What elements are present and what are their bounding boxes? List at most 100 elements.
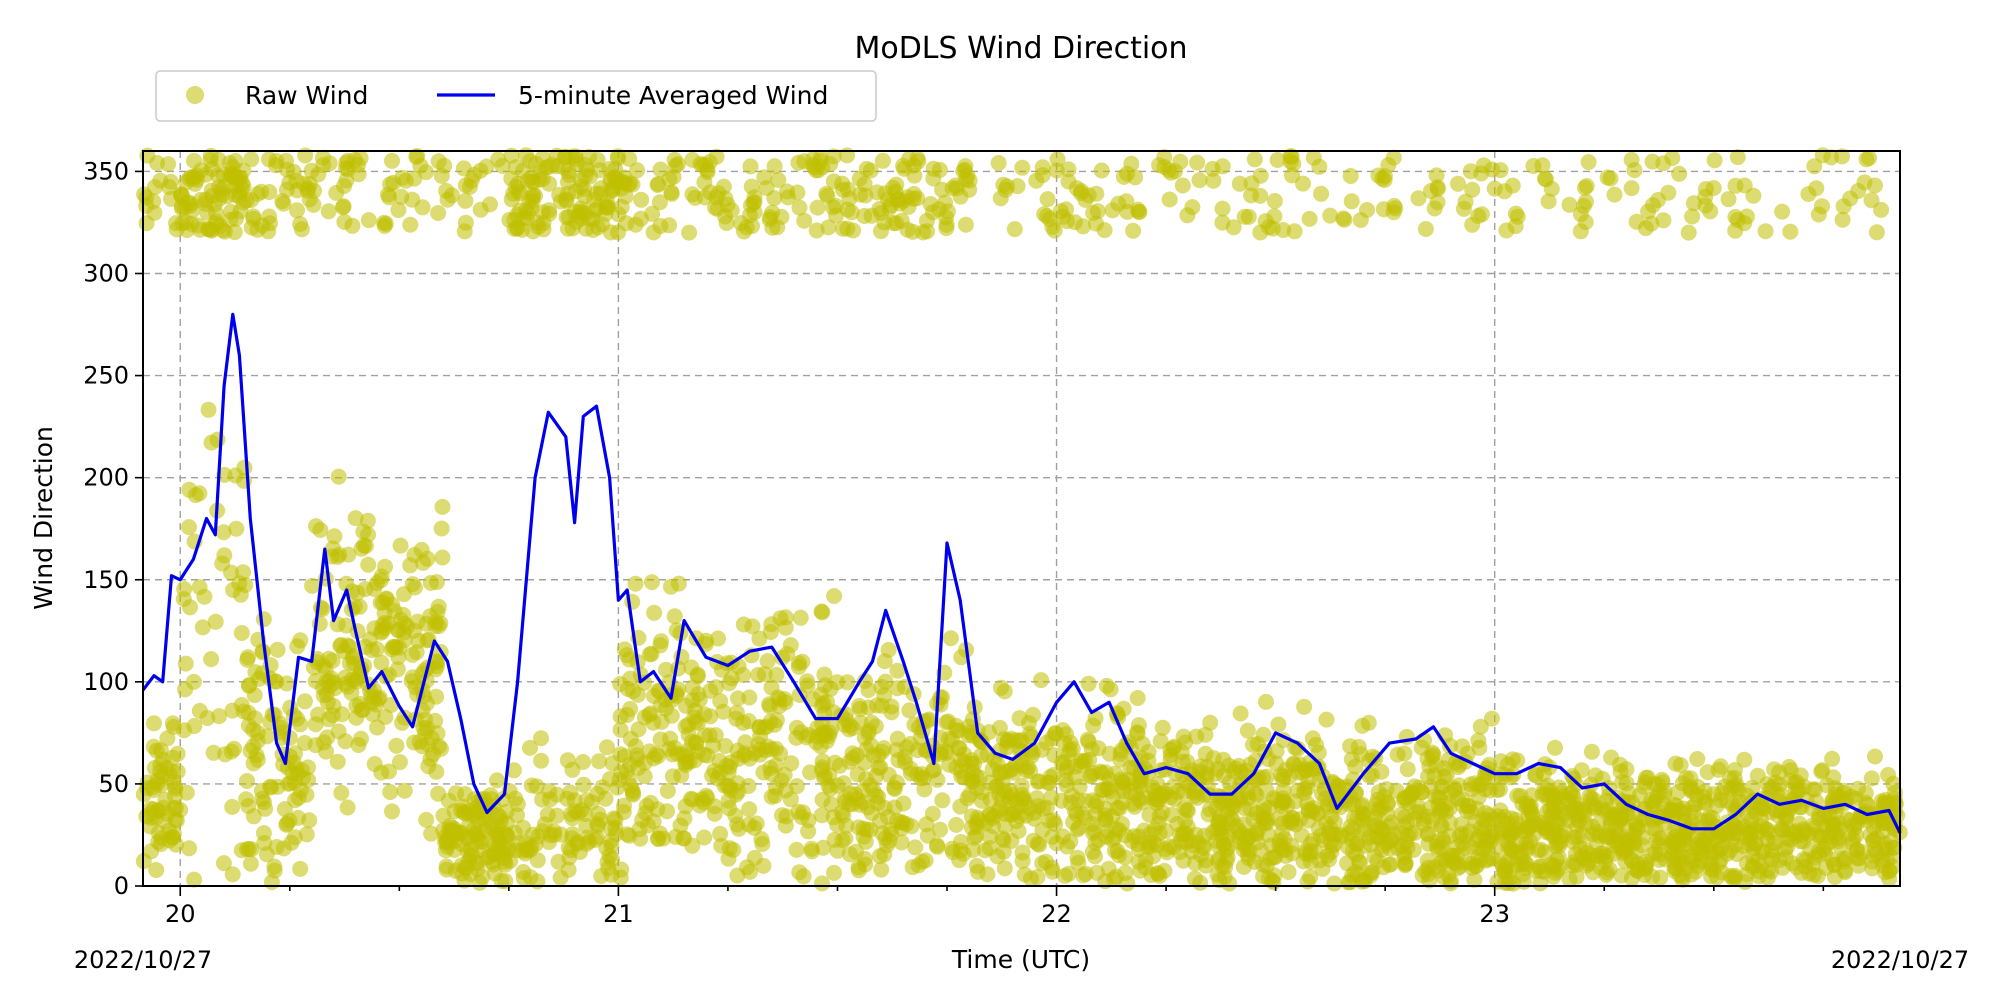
raw-wind-point: [1585, 791, 1602, 808]
raw-wind-point: [392, 611, 409, 628]
raw-wind-point: [994, 830, 1011, 847]
raw-wind-point: [790, 154, 807, 171]
raw-wind-point: [736, 747, 753, 764]
raw-wind-point: [994, 774, 1011, 791]
raw-wind-point: [347, 510, 364, 527]
raw-wind-point: [205, 744, 222, 761]
raw-wind-point: [1603, 749, 1620, 766]
raw-wind-point: [948, 816, 965, 833]
raw-wind-point: [1189, 154, 1206, 171]
raw-wind-point: [1612, 763, 1629, 780]
raw-wind-point: [1096, 222, 1113, 239]
raw-wind-point: [1334, 828, 1351, 845]
raw-wind-point: [696, 829, 713, 846]
raw-wind-point: [1729, 149, 1746, 166]
raw-wind-point: [575, 754, 591, 770]
raw-wind-point: [845, 750, 861, 767]
raw-wind-point: [1556, 822, 1573, 839]
raw-wind-point: [874, 152, 891, 169]
raw-wind-point: [339, 152, 356, 169]
raw-wind-point: [974, 784, 991, 801]
raw-wind-point: [883, 825, 900, 842]
raw-wind-point: [777, 619, 794, 636]
raw-wind-point: [929, 838, 946, 855]
raw-wind-point: [1191, 771, 1208, 788]
raw-wind-point: [1613, 810, 1630, 827]
raw-wind-point: [1795, 851, 1812, 868]
raw-wind-point: [1572, 223, 1589, 240]
raw-wind-point: [1214, 214, 1231, 231]
raw-wind-point: [629, 162, 646, 179]
raw-wind-point: [1011, 742, 1028, 759]
raw-wind-point: [1885, 839, 1902, 856]
raw-wind-point: [1767, 802, 1784, 819]
raw-wind-point: [1270, 716, 1287, 733]
raw-wind-point: [1126, 775, 1142, 792]
raw-wind-point: [178, 784, 195, 801]
raw-wind-point: [337, 676, 354, 692]
raw-wind-point: [562, 784, 579, 801]
raw-wind-point: [903, 818, 920, 835]
raw-wind-point: [359, 512, 376, 529]
raw-wind-point: [406, 547, 423, 563]
raw-wind-point: [417, 711, 433, 728]
raw-wind-point: [407, 679, 424, 696]
raw-wind-point: [1038, 853, 1054, 870]
raw-wind-point: [1141, 806, 1158, 823]
raw-wind-point: [876, 740, 892, 757]
raw-wind-point: [1454, 791, 1471, 808]
raw-wind-point: [1580, 852, 1597, 869]
raw-wind-point: [1380, 157, 1397, 174]
raw-wind-point: [809, 199, 826, 216]
raw-wind-point: [612, 676, 629, 692]
raw-wind-point: [767, 757, 784, 774]
raw-wind-point: [350, 737, 367, 753]
raw-wind-point: [816, 666, 833, 683]
raw-wind-point: [686, 752, 703, 769]
raw-wind-point: [1372, 820, 1388, 837]
raw-wind-point: [1643, 215, 1660, 232]
raw-wind-point: [1098, 677, 1115, 694]
y-tick-label: 0: [114, 872, 129, 900]
raw-wind-point: [774, 807, 790, 824]
raw-wind-point: [1787, 774, 1803, 791]
raw-wind-point: [351, 669, 368, 686]
raw-wind-point: [1676, 829, 1693, 846]
raw-wind-point: [888, 215, 905, 232]
raw-wind-point: [799, 673, 816, 690]
raw-wind-point: [1089, 793, 1106, 810]
raw-wind-point: [618, 215, 635, 232]
raw-wind-point: [629, 686, 646, 703]
raw-wind-point: [350, 166, 367, 183]
raw-wind-point: [1304, 730, 1321, 747]
raw-wind-point: [965, 841, 982, 858]
raw-wind-point: [1185, 784, 1202, 801]
raw-wind-point: [1060, 865, 1077, 882]
raw-wind-point: [1560, 791, 1576, 808]
raw-wind-point: [1684, 208, 1701, 225]
raw-wind-point: [353, 702, 370, 718]
raw-wind-point: [728, 704, 745, 721]
raw-wind-point: [1069, 821, 1086, 838]
raw-wind-point: [1429, 194, 1446, 211]
raw-wind-point: [1357, 807, 1374, 824]
raw-wind-point: [684, 837, 701, 854]
raw-wind-point: [633, 191, 650, 208]
raw-wind-point: [1144, 779, 1161, 796]
raw-wind-point: [268, 157, 284, 174]
raw-wind-point: [391, 754, 408, 771]
raw-wind-point: [534, 791, 551, 808]
raw-wind-point: [1393, 806, 1410, 823]
raw-wind-point: [380, 763, 397, 780]
raw-wind-point: [472, 162, 489, 179]
raw-wind-point: [489, 839, 506, 856]
raw-wind-point: [307, 716, 324, 733]
raw-wind-point: [1302, 869, 1319, 885]
raw-wind-point: [433, 740, 449, 757]
raw-wind-point: [942, 630, 959, 647]
raw-wind-point: [285, 163, 302, 180]
raw-wind-point: [380, 186, 396, 203]
raw-wind-point: [1184, 837, 1201, 853]
raw-wind-point: [873, 861, 890, 878]
raw-wind-point: [286, 829, 303, 846]
